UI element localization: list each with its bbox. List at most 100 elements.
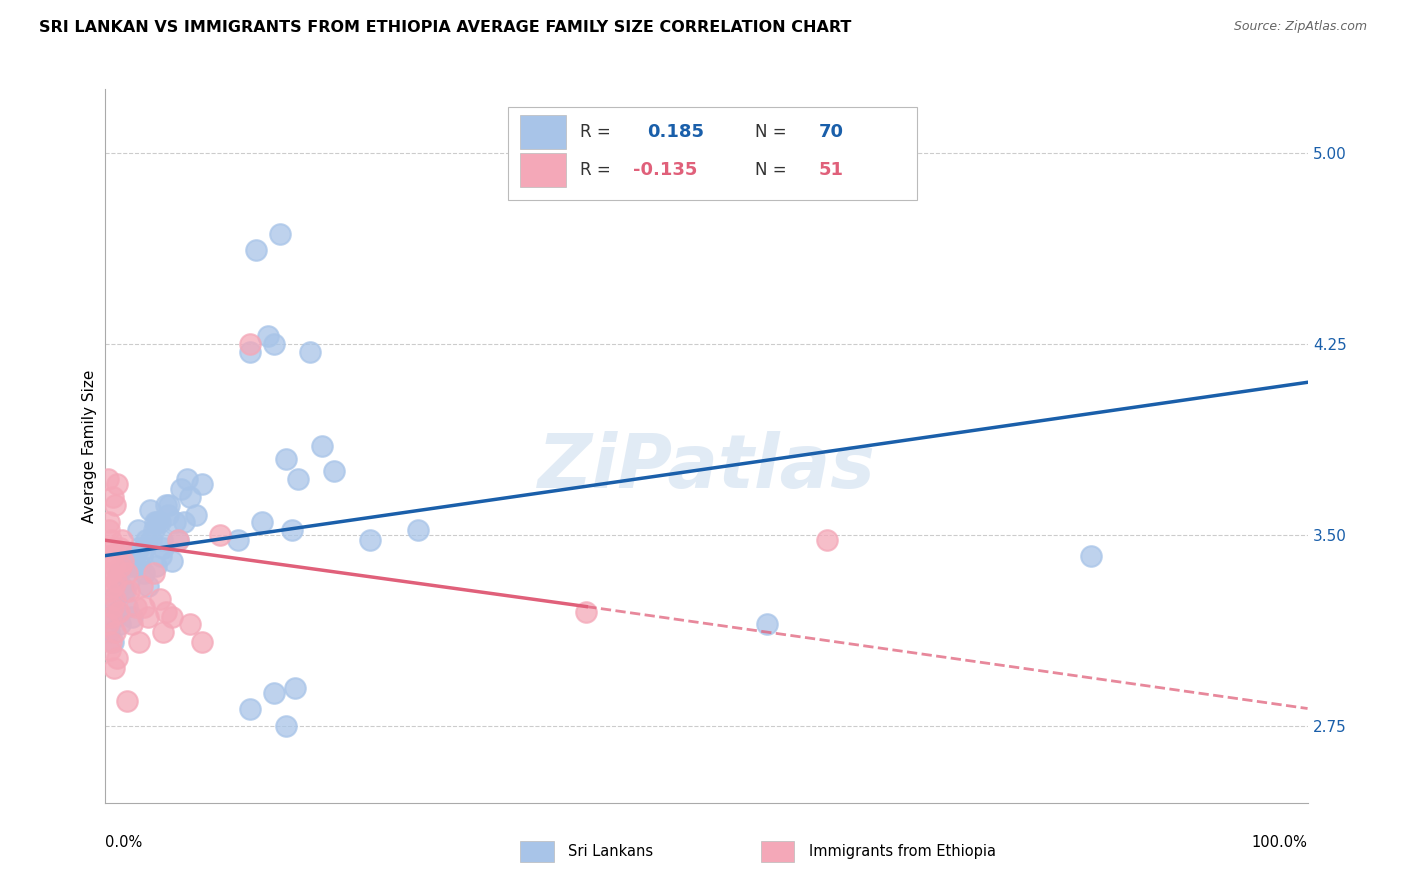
Y-axis label: Average Family Size: Average Family Size	[82, 369, 97, 523]
Point	[104, 591, 127, 606]
Text: 0.185: 0.185	[648, 123, 704, 141]
Point	[128, 635, 150, 649]
Point	[115, 566, 138, 581]
Point	[145, 558, 167, 573]
Point	[107, 605, 129, 619]
Point	[100, 533, 122, 548]
Point	[97, 472, 120, 486]
Point	[105, 574, 128, 588]
Point	[98, 566, 121, 581]
Point	[250, 516, 273, 530]
Point	[104, 498, 127, 512]
Point	[110, 558, 132, 573]
Point	[107, 566, 129, 581]
Point	[98, 584, 121, 599]
Point	[121, 617, 143, 632]
Point	[755, 617, 778, 632]
Text: 100.0%: 100.0%	[1251, 835, 1308, 850]
Point	[101, 635, 124, 649]
Point	[146, 516, 169, 530]
Point	[160, 609, 183, 624]
Point	[815, 533, 838, 548]
Point	[107, 650, 129, 665]
Point	[101, 490, 124, 504]
Point	[129, 558, 152, 573]
Point	[149, 549, 172, 563]
Point	[143, 516, 166, 530]
Point	[107, 477, 129, 491]
Point	[176, 472, 198, 486]
Point	[110, 579, 132, 593]
Point	[100, 566, 122, 581]
Point	[136, 609, 159, 624]
Text: N =: N =	[755, 161, 792, 178]
Point	[274, 719, 297, 733]
Point	[111, 533, 134, 548]
Point	[98, 516, 121, 530]
Text: ZiPatlas: ZiPatlas	[537, 431, 876, 504]
Point	[131, 579, 153, 593]
Point	[103, 558, 125, 573]
Point	[104, 625, 127, 640]
Point	[170, 483, 193, 497]
Point	[245, 243, 267, 257]
Point	[98, 643, 121, 657]
Point	[98, 625, 121, 640]
Bar	[520, 153, 565, 187]
Point	[121, 609, 143, 624]
Point	[108, 541, 131, 555]
Point	[97, 549, 120, 563]
Point	[575, 605, 598, 619]
Point	[120, 558, 142, 573]
Bar	[761, 840, 794, 862]
Point	[142, 566, 165, 581]
Bar	[520, 115, 565, 149]
Point	[100, 591, 122, 606]
Point	[131, 549, 153, 563]
Point	[263, 686, 285, 700]
Point	[101, 599, 124, 614]
Point	[274, 451, 297, 466]
Point	[179, 617, 201, 632]
Point	[97, 617, 120, 632]
Point	[156, 508, 179, 522]
Point	[142, 523, 165, 537]
Point	[152, 541, 174, 555]
Point	[190, 477, 212, 491]
Point	[118, 584, 141, 599]
Point	[124, 599, 146, 614]
Bar	[520, 840, 554, 862]
Point	[100, 609, 122, 624]
Point	[160, 554, 183, 568]
Point	[165, 516, 187, 530]
Point	[166, 533, 188, 548]
Text: 51: 51	[818, 161, 844, 178]
Point	[148, 591, 170, 606]
Point	[150, 533, 173, 548]
Point	[112, 554, 135, 568]
Text: 70: 70	[818, 123, 844, 141]
Point	[298, 344, 321, 359]
Point	[118, 574, 141, 588]
Text: R =: R =	[581, 123, 616, 141]
Point	[114, 584, 136, 599]
Text: Source: ZipAtlas.com: Source: ZipAtlas.com	[1233, 20, 1367, 33]
Point	[103, 579, 125, 593]
Point	[155, 498, 177, 512]
Point	[128, 541, 150, 555]
Point	[132, 599, 155, 614]
Point	[173, 516, 195, 530]
Point	[269, 227, 291, 242]
Point	[139, 533, 162, 548]
Text: 0.0%: 0.0%	[105, 835, 142, 850]
Point	[281, 523, 304, 537]
Point	[132, 566, 155, 581]
Point	[359, 533, 381, 548]
FancyBboxPatch shape	[508, 107, 917, 200]
Point	[406, 523, 429, 537]
Point	[136, 579, 159, 593]
Text: SRI LANKAN VS IMMIGRANTS FROM ETHIOPIA AVERAGE FAMILY SIZE CORRELATION CHART: SRI LANKAN VS IMMIGRANTS FROM ETHIOPIA A…	[39, 20, 852, 35]
Point	[135, 533, 157, 548]
Point	[139, 502, 162, 516]
Point	[184, 508, 207, 522]
